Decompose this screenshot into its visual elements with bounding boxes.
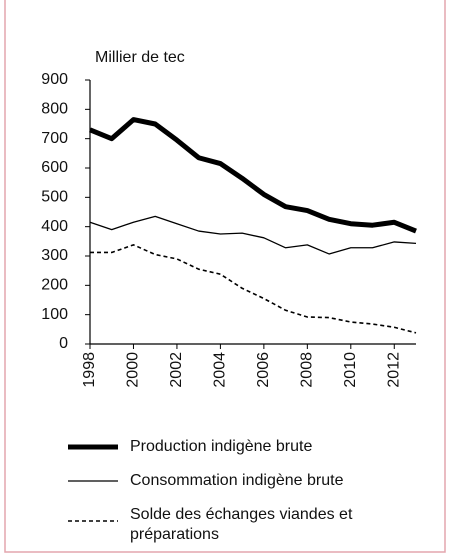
series-line: [90, 244, 417, 334]
y-tick-label: 400: [41, 218, 68, 235]
legend-label: Production indigène brute: [130, 438, 313, 455]
y-tick-label: 0: [59, 335, 68, 352]
y-tick-label: 600: [41, 159, 68, 176]
x-tick-label: 2012: [385, 352, 402, 388]
x-tick-label: 2000: [125, 352, 142, 388]
y-tick-label: 800: [41, 101, 68, 118]
y-axis-label: Millier de tec: [95, 49, 185, 66]
series-line: [89, 215, 417, 255]
x-tick-label: 2004: [212, 352, 229, 388]
y-tick-label: 200: [41, 277, 68, 294]
legend-label: Consommation indigène brute: [130, 472, 344, 489]
y-tick-label: 900: [41, 71, 68, 88]
y-tick-label: 300: [41, 247, 68, 264]
x-tick-label: 2006: [255, 352, 272, 388]
series-line: [89, 117, 417, 234]
x-tick-label: 2008: [299, 352, 316, 388]
y-tick-label: 700: [41, 130, 68, 147]
y-tick-label: 500: [41, 189, 68, 206]
x-tick-label: 2002: [168, 352, 185, 388]
y-tick-label: 100: [41, 306, 68, 323]
frame: [4, 0, 446, 553]
legend-label: Solde des échanges viandes et préparatio…: [130, 506, 353, 543]
x-tick-label: 1998: [81, 352, 98, 388]
x-tick-label: 2010: [342, 352, 359, 388]
